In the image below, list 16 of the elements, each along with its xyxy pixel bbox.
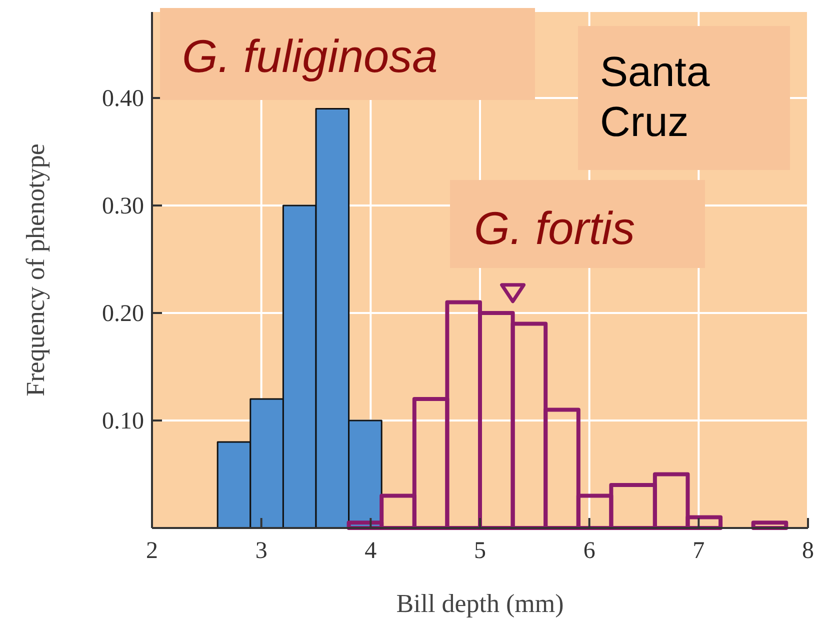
x-tick-label: 6 bbox=[583, 538, 596, 564]
x-tick-label: 4 bbox=[364, 538, 377, 564]
y-tick-label: 0.30 bbox=[102, 194, 144, 220]
y-tick-label: 0.40 bbox=[102, 86, 144, 112]
x-axis-title: Bill depth (mm) bbox=[396, 589, 564, 618]
x-tick-label: 5 bbox=[474, 538, 486, 564]
series-label: G. fortis bbox=[474, 202, 636, 254]
x-tick-label: 8 bbox=[802, 538, 814, 564]
x-tick-label: 7 bbox=[692, 538, 705, 564]
series-label: G. fuliginosa bbox=[182, 30, 438, 82]
x-tick-label: 3 bbox=[255, 538, 268, 564]
annotation: Santa Cruz bbox=[600, 48, 710, 145]
y-tick-label: 0.10 bbox=[102, 408, 144, 434]
y-axis-title: Frequency of phenotype bbox=[21, 144, 50, 396]
y-tick-label: 0.20 bbox=[102, 301, 144, 327]
x-tick-label: 2 bbox=[146, 538, 158, 564]
